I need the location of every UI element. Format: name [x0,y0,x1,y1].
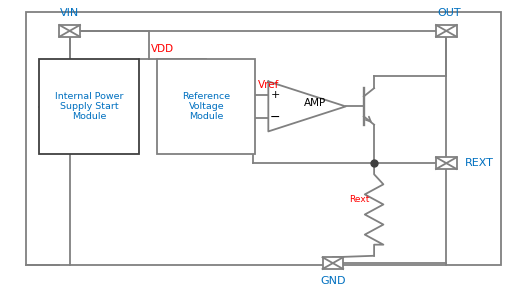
Text: Vref: Vref [258,81,279,91]
Bar [39,59,139,154]
Bar [59,25,80,37]
Bar [26,12,501,265]
Text: AMP: AMP [303,98,326,108]
Text: +: + [270,90,280,100]
Text: Internal Power
Supply Start
Module: Internal Power Supply Start Module [55,92,123,121]
Text: OUT: OUT [437,8,461,18]
Text: VIN: VIN [60,8,79,18]
Bar [322,257,343,269]
Text: GND: GND [320,276,346,286]
Bar [436,157,457,169]
Bar [157,59,255,154]
Bar [436,25,457,37]
Text: Rext: Rext [350,195,370,204]
Text: REXT: REXT [464,158,493,168]
Text: VDD: VDD [151,44,174,54]
Text: −: − [270,111,280,124]
Text: Reference
Voltage
Module: Reference Voltage Module [182,92,231,121]
